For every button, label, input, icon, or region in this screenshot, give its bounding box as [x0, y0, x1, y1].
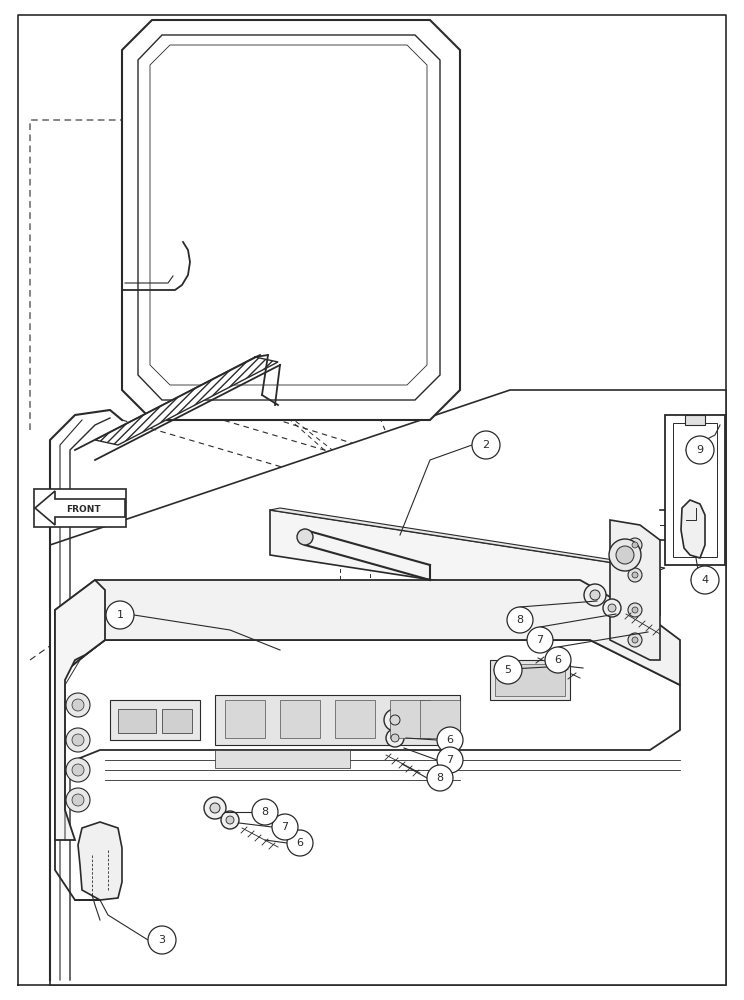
Circle shape — [66, 728, 90, 752]
Circle shape — [609, 539, 641, 571]
Circle shape — [603, 599, 621, 617]
Text: 3: 3 — [158, 935, 165, 945]
Polygon shape — [55, 580, 105, 840]
Circle shape — [72, 734, 84, 746]
Circle shape — [226, 816, 234, 824]
Circle shape — [628, 538, 642, 552]
Polygon shape — [335, 700, 375, 738]
Circle shape — [221, 811, 239, 829]
Circle shape — [632, 637, 638, 643]
Circle shape — [148, 926, 176, 954]
Text: 7: 7 — [446, 755, 454, 765]
Polygon shape — [225, 700, 265, 738]
Polygon shape — [280, 700, 320, 738]
Text: 8: 8 — [261, 807, 269, 817]
Text: 6: 6 — [297, 838, 304, 848]
Polygon shape — [495, 664, 565, 696]
Circle shape — [204, 797, 226, 819]
Circle shape — [527, 627, 553, 653]
Circle shape — [106, 601, 134, 629]
Circle shape — [691, 566, 719, 594]
Polygon shape — [270, 510, 660, 615]
Circle shape — [66, 788, 90, 812]
Polygon shape — [681, 500, 705, 558]
Text: 1: 1 — [117, 610, 124, 620]
Circle shape — [272, 814, 298, 840]
Polygon shape — [673, 423, 717, 557]
Circle shape — [616, 546, 634, 564]
Text: 6: 6 — [554, 655, 562, 665]
Polygon shape — [78, 822, 122, 900]
Text: 8: 8 — [437, 773, 443, 783]
Polygon shape — [162, 709, 192, 733]
Circle shape — [590, 590, 600, 600]
Circle shape — [252, 799, 278, 825]
Circle shape — [66, 758, 90, 782]
Polygon shape — [150, 45, 427, 385]
Text: FRONT: FRONT — [65, 504, 100, 514]
Polygon shape — [270, 508, 665, 570]
Text: 4: 4 — [702, 575, 708, 585]
Circle shape — [72, 794, 84, 806]
Polygon shape — [50, 390, 726, 985]
Circle shape — [427, 765, 453, 791]
Circle shape — [472, 431, 500, 459]
Text: 7: 7 — [281, 822, 289, 832]
Circle shape — [494, 656, 522, 684]
Polygon shape — [35, 491, 125, 525]
Circle shape — [437, 727, 463, 753]
Circle shape — [584, 584, 606, 606]
Text: 6: 6 — [446, 735, 454, 745]
Polygon shape — [138, 35, 440, 400]
Polygon shape — [122, 20, 460, 420]
Circle shape — [72, 699, 84, 711]
Polygon shape — [110, 700, 200, 740]
Circle shape — [686, 436, 714, 464]
Polygon shape — [685, 415, 705, 425]
Text: 7: 7 — [536, 635, 544, 645]
Circle shape — [632, 572, 638, 578]
Polygon shape — [55, 640, 680, 840]
Circle shape — [210, 803, 220, 813]
Text: 9: 9 — [696, 445, 704, 455]
Circle shape — [287, 830, 313, 856]
Circle shape — [391, 734, 399, 742]
Polygon shape — [610, 520, 660, 660]
Circle shape — [628, 603, 642, 617]
Circle shape — [72, 764, 84, 776]
Polygon shape — [215, 750, 350, 768]
Text: 2: 2 — [482, 440, 490, 450]
Circle shape — [632, 607, 638, 613]
Circle shape — [632, 542, 638, 548]
FancyBboxPatch shape — [34, 489, 126, 527]
Polygon shape — [390, 700, 430, 738]
Polygon shape — [55, 580, 680, 685]
Circle shape — [66, 693, 90, 717]
Circle shape — [390, 715, 400, 725]
Polygon shape — [118, 709, 156, 733]
Circle shape — [297, 529, 313, 545]
Polygon shape — [665, 415, 725, 565]
Polygon shape — [215, 695, 460, 745]
Circle shape — [437, 747, 463, 773]
Text: 8: 8 — [516, 615, 524, 625]
Circle shape — [608, 604, 616, 612]
Circle shape — [628, 633, 642, 647]
Polygon shape — [490, 660, 570, 700]
Circle shape — [384, 709, 406, 731]
Circle shape — [545, 647, 571, 673]
Circle shape — [628, 568, 642, 582]
Polygon shape — [420, 700, 460, 738]
Circle shape — [507, 607, 533, 633]
Circle shape — [386, 729, 404, 747]
Polygon shape — [95, 357, 278, 445]
Text: 5: 5 — [504, 665, 512, 675]
